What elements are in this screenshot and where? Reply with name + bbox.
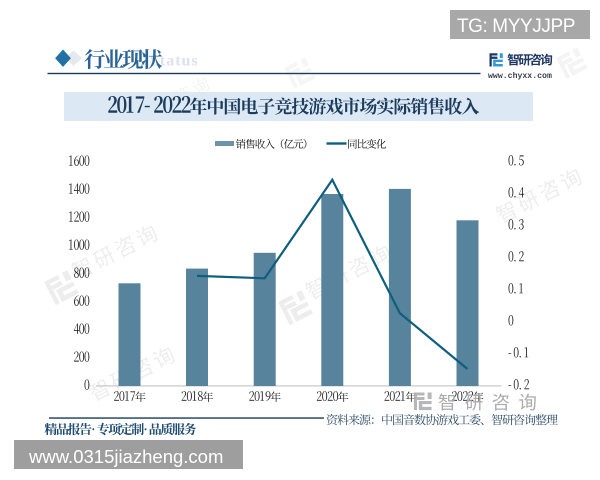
svg-text:Status: Status: [150, 53, 199, 70]
svg-text:www.0315jiazheng.com: www.0315jiazheng.com: [28, 446, 223, 467]
svg-text:www.chyxx.com: www.chyxx.com: [488, 71, 552, 81]
svg-text:TG: MYYJJPP: TG: MYYJJPP: [457, 16, 575, 37]
